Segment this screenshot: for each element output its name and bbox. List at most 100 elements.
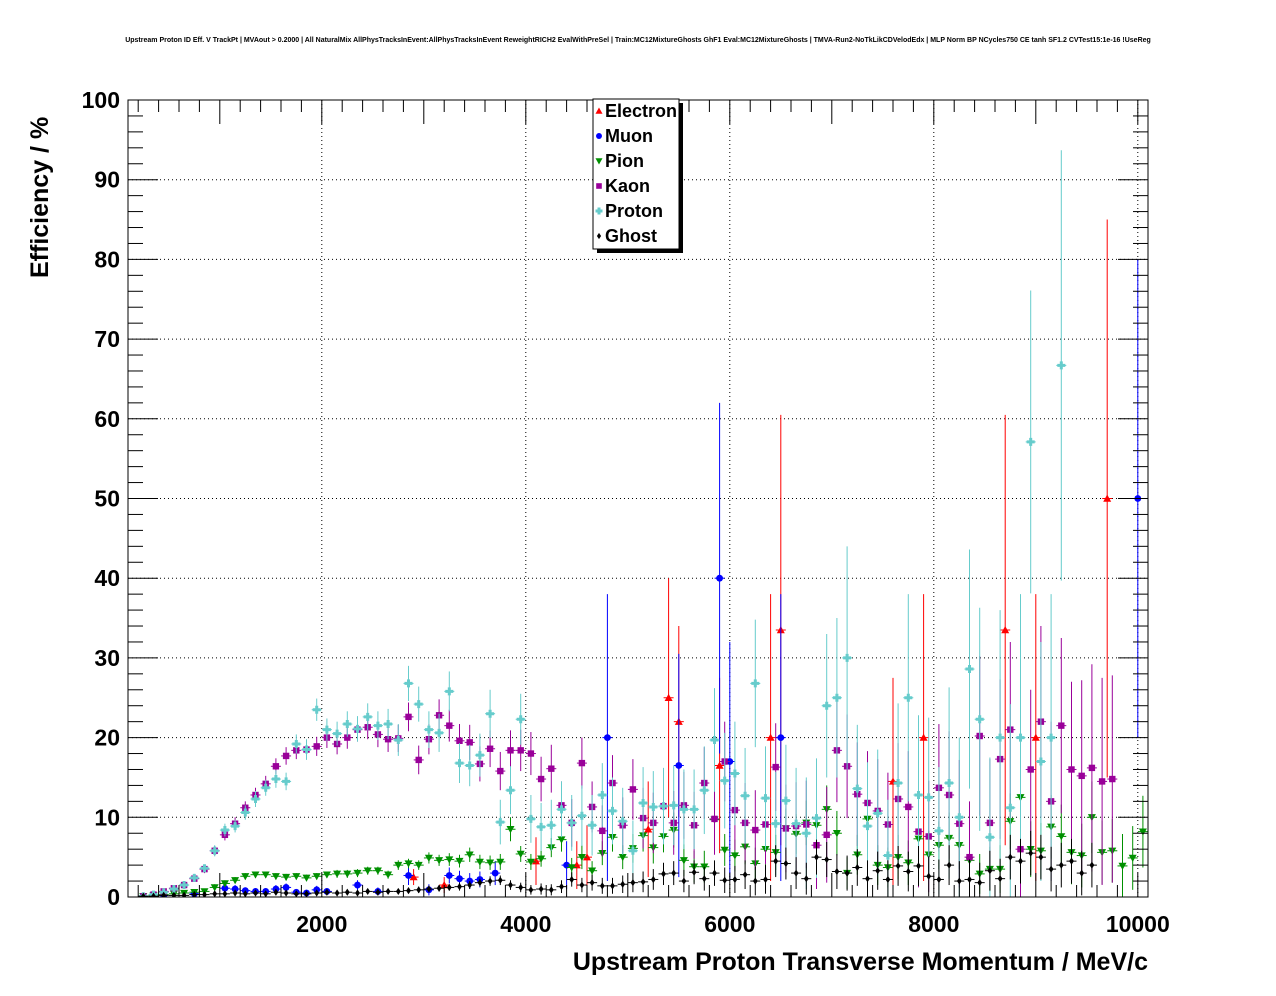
- data-point: [404, 860, 413, 868]
- data-point: [599, 882, 605, 890]
- data-point: [701, 875, 707, 883]
- data-point: [322, 871, 331, 879]
- data-point: [406, 887, 411, 895]
- data-point: [732, 875, 738, 884]
- data-point: [773, 857, 779, 865]
- data-point: [516, 715, 525, 724]
- data-point: [1103, 494, 1112, 502]
- data-point: [507, 747, 514, 754]
- data-point: [261, 783, 270, 792]
- data-point: [996, 733, 1005, 742]
- data-point: [506, 786, 515, 795]
- data-point: [518, 883, 524, 892]
- data-point: [997, 875, 1003, 883]
- data-point: [263, 890, 269, 897]
- data-point: [844, 869, 850, 877]
- data-point: [384, 871, 393, 879]
- data-point: [283, 889, 289, 897]
- data-point: [334, 889, 340, 897]
- data-point: [405, 872, 412, 879]
- data-point: [272, 763, 280, 770]
- data-point: [232, 889, 238, 897]
- data-point: [763, 875, 768, 884]
- data-point: [231, 822, 240, 831]
- data-point: [671, 869, 677, 877]
- data-point: [1027, 766, 1034, 773]
- data-point: [282, 777, 291, 786]
- data-point: [823, 831, 830, 839]
- data-point: [716, 574, 723, 582]
- data-point: [547, 821, 556, 830]
- axes: 0 10 20 30 40 50 60 70 80 90 100 2000 4000 6000 8000 10…: [82, 87, 1170, 937]
- legend-marker-kaon: [596, 183, 602, 189]
- data-point: [578, 759, 586, 767]
- data-point: [191, 891, 197, 897]
- data-point: [1069, 857, 1074, 865]
- data-point: [741, 791, 750, 800]
- data-point: [210, 884, 219, 892]
- data-point: [365, 887, 371, 896]
- data-point: [650, 875, 656, 884]
- data-point: [681, 877, 687, 885]
- data-point: [363, 867, 372, 875]
- legend-label-ghost: Ghost: [605, 226, 657, 246]
- data-point: [212, 890, 218, 897]
- data-point: [1038, 853, 1044, 861]
- data-point: [559, 883, 564, 891]
- data-point: [649, 802, 658, 811]
- data-point: [486, 859, 495, 867]
- data-point: [171, 891, 177, 897]
- legend-marker-electron: [595, 107, 603, 114]
- data-point: [210, 846, 219, 855]
- data-point: [385, 887, 391, 896]
- data-point: [394, 735, 403, 744]
- data-point: [588, 867, 597, 875]
- data-point: [527, 750, 535, 757]
- data-point: [384, 735, 392, 743]
- data-point: [946, 861, 952, 869]
- data-point: [669, 801, 678, 810]
- data-point: [904, 693, 913, 702]
- x-tick-label: 8000: [908, 911, 959, 937]
- series-muon: [158, 259, 1143, 897]
- y-axis-label: Efficiency / %: [26, 117, 54, 278]
- data-point: [314, 889, 320, 897]
- data-point: [608, 806, 617, 815]
- data-point: [1068, 766, 1075, 773]
- data-point: [455, 857, 464, 866]
- data-point: [424, 854, 433, 862]
- data-point: [956, 877, 962, 885]
- data-point: [700, 786, 709, 795]
- data-point: [955, 813, 964, 822]
- data-point: [766, 733, 775, 741]
- legend-marker-proton: [595, 207, 603, 215]
- data-point: [865, 875, 870, 883]
- data-point: [924, 793, 933, 802]
- data-point: [875, 867, 881, 875]
- data-point: [538, 885, 544, 893]
- x-tick-label: 6000: [704, 911, 755, 937]
- data-point: [712, 869, 717, 877]
- legend-marker-pion: [595, 158, 603, 165]
- data-point: [424, 725, 433, 734]
- data-point: [180, 881, 189, 890]
- grid-lines: [128, 100, 1148, 897]
- data-point: [333, 729, 342, 738]
- data-point: [1036, 757, 1045, 766]
- data-point: [251, 871, 260, 879]
- data-point: [792, 819, 801, 828]
- data-point: [253, 889, 258, 897]
- data-point: [640, 878, 646, 886]
- data-point: [1098, 778, 1106, 785]
- data-point: [987, 867, 993, 875]
- data-point: [710, 735, 719, 744]
- data-point: [781, 796, 790, 805]
- data-point: [557, 836, 566, 844]
- data-point: [355, 889, 360, 897]
- data-point: [985, 833, 994, 842]
- data-point: [1109, 775, 1116, 783]
- data-point: [965, 665, 974, 674]
- data-point: [516, 850, 525, 858]
- data-point: [772, 763, 779, 771]
- data-point: [675, 762, 683, 769]
